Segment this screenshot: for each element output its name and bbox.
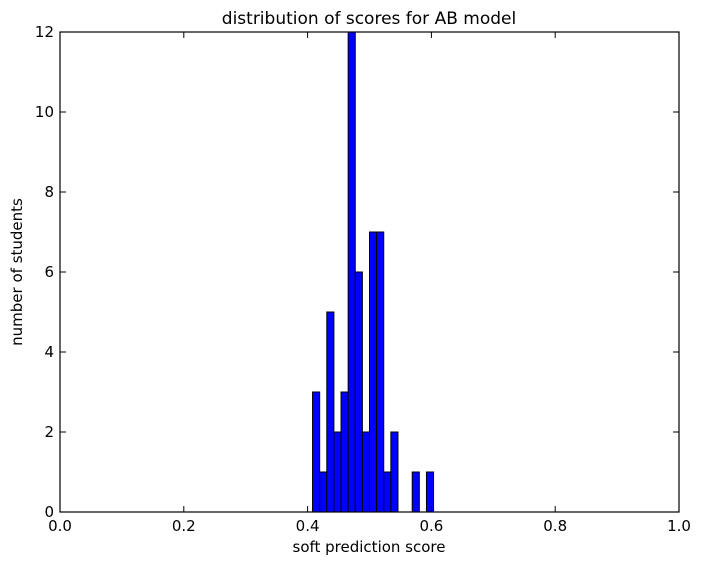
y-tick-label: 2 xyxy=(44,423,54,441)
y-tick-label: 6 xyxy=(44,263,54,281)
histogram-bar xyxy=(361,431,370,513)
histogram-bar xyxy=(411,471,420,513)
y-tick-label: 10 xyxy=(35,103,54,121)
histogram-bar xyxy=(369,231,378,513)
x-tick-label: 0.4 xyxy=(296,517,320,535)
histogram-bar xyxy=(383,471,392,513)
histogram-bar xyxy=(319,471,328,513)
x-tick-label: 0.6 xyxy=(419,517,443,535)
y-axis-label: number of students xyxy=(8,198,26,346)
y-tick-label: 0 xyxy=(44,503,54,521)
histogram-bar xyxy=(340,391,349,513)
histogram-bar xyxy=(312,391,321,513)
bars-group xyxy=(312,31,435,513)
histogram-bar xyxy=(390,431,399,513)
histogram-bar xyxy=(326,311,335,513)
ticks-group: 0.0 0.2 0.4 0.6 0.8 1.0 0 2 4 6 8 10 12 xyxy=(35,23,691,535)
x-axis-label: soft prediction score xyxy=(293,538,446,556)
x-tick-label: 0.8 xyxy=(543,517,567,535)
y-tick-label: 8 xyxy=(44,183,54,201)
chart-title: distribution of scores for AB model xyxy=(222,9,516,29)
histogram-bar xyxy=(347,31,356,513)
histogram-bar xyxy=(376,231,385,513)
y-tick-label: 12 xyxy=(35,23,54,41)
y-tick-label: 4 xyxy=(44,343,54,361)
histogram-bar xyxy=(425,471,435,513)
histogram-bar xyxy=(354,271,363,513)
x-tick-label: 1.0 xyxy=(667,517,691,535)
histogram-bar xyxy=(333,431,342,513)
x-tick-label: 0.2 xyxy=(172,517,196,535)
x-tick-label: 0.0 xyxy=(48,517,72,535)
